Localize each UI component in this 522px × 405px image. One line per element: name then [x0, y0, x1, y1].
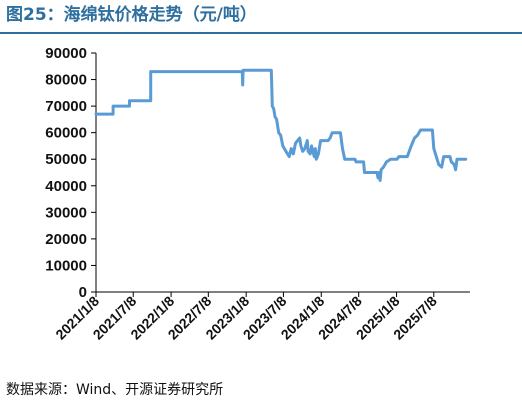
y-tick-label: 60000 [45, 125, 87, 142]
figure-title: 图25：海绵钛价格走势（元/吨） [6, 5, 257, 25]
y-tick-label: 20000 [45, 231, 87, 248]
title-divider [0, 32, 522, 34]
x-axis: 2021/1/82021/7/82022/1/82022/7/82023/1/8… [52, 291, 470, 343]
y-tick-label: 90000 [45, 45, 87, 62]
y-tick-label: 30000 [45, 204, 87, 221]
price-line-chart: 0 10000 20000 30000 40000 50000 60000 70000 8000… [45, 45, 470, 343]
series-group [94, 68, 468, 182]
y-tick-label: 10000 [45, 257, 87, 274]
y-tick-label: 50000 [45, 151, 87, 168]
y-axis: 0 10000 20000 30000 40000 50000 60000 70000 8000… [45, 45, 97, 301]
y-tick-label: 0 [79, 284, 87, 301]
data-source-note: 数据来源：Wind、开源证券研究所 [6, 382, 224, 398]
y-tick-label: 80000 [45, 72, 87, 89]
series-line-0 [94, 68, 468, 182]
y-tick-label: 70000 [45, 98, 87, 115]
y-tick-label: 40000 [45, 178, 87, 195]
